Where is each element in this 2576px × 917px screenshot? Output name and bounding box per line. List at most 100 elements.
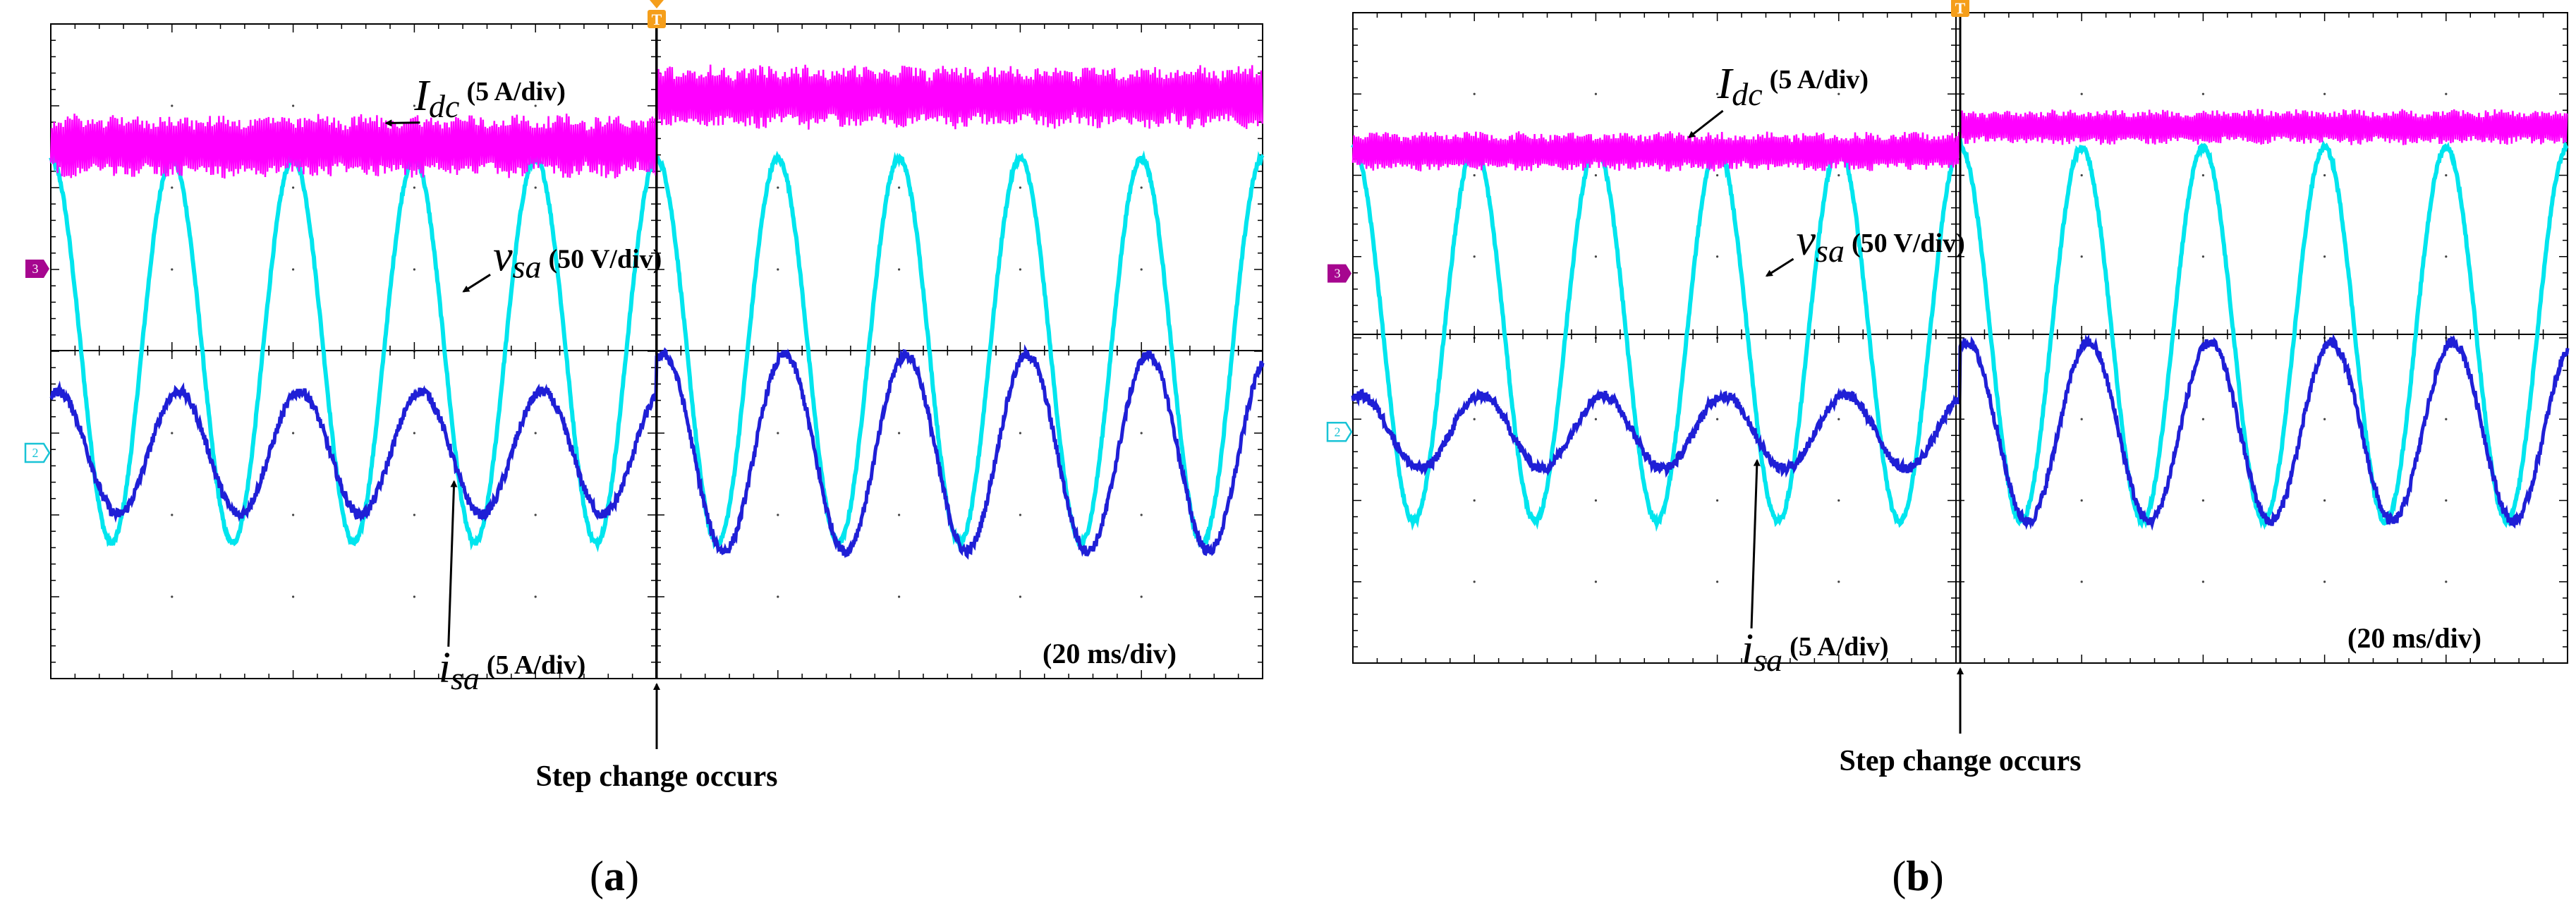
idc-scale: (5 A/div) (1770, 65, 1869, 95)
grid-dot (2323, 92, 2326, 95)
panel-caption-b: (b) (1892, 853, 1943, 899)
grid-dot (534, 514, 537, 516)
isa-subscript: sa (451, 660, 480, 696)
idc-trace-after-step (1960, 109, 2568, 145)
channel-3-label: 3 (1335, 267, 1341, 281)
grid-dot (413, 432, 416, 435)
idc-symbol: I (1717, 60, 1734, 108)
isa-symbol: i (1742, 626, 1754, 674)
grid-dot (292, 595, 295, 598)
isa-subscript: sa (1754, 642, 1782, 678)
idc-subscript: dc (429, 88, 459, 124)
channel-3-marker-icon: 3 (25, 260, 49, 278)
svg-text:isa(5 A/div): isa (5 A/div) (439, 644, 586, 696)
vsa-scale: (50 V/div) (549, 244, 662, 274)
grid-dot (2080, 255, 2083, 258)
grid-dot (1019, 186, 1021, 189)
grid-dot (898, 595, 901, 598)
grid-dot (1837, 499, 1840, 502)
grid-dot (1473, 499, 1476, 502)
grid-dot (292, 104, 295, 107)
grid-dot (898, 432, 901, 435)
isa-scale: (5 A/div) (1790, 632, 1888, 662)
idc-trace-before-step (49, 114, 657, 179)
svg-text:vsa(50 V/div): vsa (50 V/div) (493, 232, 662, 284)
grid-dot (2323, 581, 2326, 583)
vsa-arrow (462, 274, 491, 293)
grid-dot (171, 104, 174, 107)
grid-dot (898, 514, 901, 516)
grid-dot (1019, 432, 1021, 435)
channel-3-marker-icon: 3 (1328, 264, 1351, 283)
svg-text:Idc(5 A/div): Idc (5 A/div) (413, 72, 565, 124)
grid-dot (2080, 174, 2083, 177)
grid-dot (292, 514, 295, 516)
grid-dot (534, 432, 537, 435)
grid-dot (413, 514, 416, 516)
grid-dot (1140, 268, 1143, 271)
svg-text:Idc(5 A/div): Idc (5 A/div) (1717, 60, 1869, 112)
grid-dot (1716, 255, 1719, 258)
grid-dot (1019, 514, 1021, 516)
grid-dot (1716, 418, 1719, 420)
grid-dot (1716, 499, 1719, 502)
grid-dot (1140, 514, 1143, 516)
time-scale-label: (20 ms/div) (1043, 638, 1177, 669)
grid-dot (413, 104, 416, 107)
grid-dot (777, 432, 779, 435)
grid-dot (2445, 92, 2448, 95)
grid-dot (2080, 418, 2083, 420)
grid-dot (413, 595, 416, 598)
grid-dot (1594, 92, 1597, 95)
panel-caption-a: (a) (590, 853, 639, 899)
vsa-scale: (50 V/div) (1852, 229, 1965, 258)
grid-dot (171, 268, 174, 271)
grid-dot (2445, 174, 2448, 177)
step-change-label: Step change occurs (536, 760, 778, 793)
grid-dot (1473, 255, 1476, 258)
vsa-subscript: sa (513, 248, 542, 284)
grid-dot (2201, 581, 2204, 583)
grid-dot (1837, 255, 1840, 258)
idc-trace-after-step (656, 64, 1263, 130)
grid-dot (1473, 174, 1476, 177)
channel-3-label: 3 (32, 262, 39, 276)
isa-label: isa (5 A/div) (1742, 458, 1889, 678)
grid-dot (292, 186, 295, 189)
grid-dot (2201, 92, 2204, 95)
grid-dot (171, 186, 174, 189)
isa-symbol: i (439, 644, 451, 692)
grid-dot (1837, 174, 1840, 177)
grid-dot (413, 186, 416, 189)
isa-scale: (5 A/div) (487, 650, 585, 680)
grid-dot (1837, 581, 1840, 583)
grid-dot (2080, 92, 2083, 95)
grid-dot (1019, 595, 1021, 598)
panel-a: T 3 2 Idc (5 A/div) vsa (50 V/div) (24, 0, 1265, 899)
idc-scale: (5 A/div) (466, 77, 565, 107)
grid-dot (777, 514, 779, 516)
grid-dot (2445, 499, 2448, 502)
vsa-symbol: v (493, 232, 513, 280)
step-change-label: Step change occurs (1840, 745, 2082, 777)
caption-close: ) (1930, 853, 1944, 899)
grid-dot (1140, 186, 1143, 189)
svg-text:vsa(50 V/div): vsa (50 V/div) (1797, 217, 1965, 269)
vsa-arrow (1765, 257, 1794, 277)
grid-dot (1837, 92, 1840, 95)
grid-dot (1140, 595, 1143, 598)
grid-dot (1716, 174, 1719, 177)
vsa-label: vsa (50 V/div) (1765, 217, 1965, 277)
panel-b: T 3 2 Idc (5 A/div) vsa (50 V/div) isa (5 A… (1326, 0, 2570, 899)
idc-symbol: I (413, 72, 431, 120)
grid-dot (2201, 418, 2204, 420)
channel-2-marker-icon: 2 (24, 442, 51, 463)
grid-dot (292, 432, 295, 435)
grid-dot (2445, 255, 2448, 258)
trigger-label: T (1955, 0, 1966, 17)
grid-dot (1716, 92, 1719, 95)
grid-dot (1594, 418, 1597, 420)
grid-dot (1594, 499, 1597, 502)
grid-dot (2201, 255, 2204, 258)
